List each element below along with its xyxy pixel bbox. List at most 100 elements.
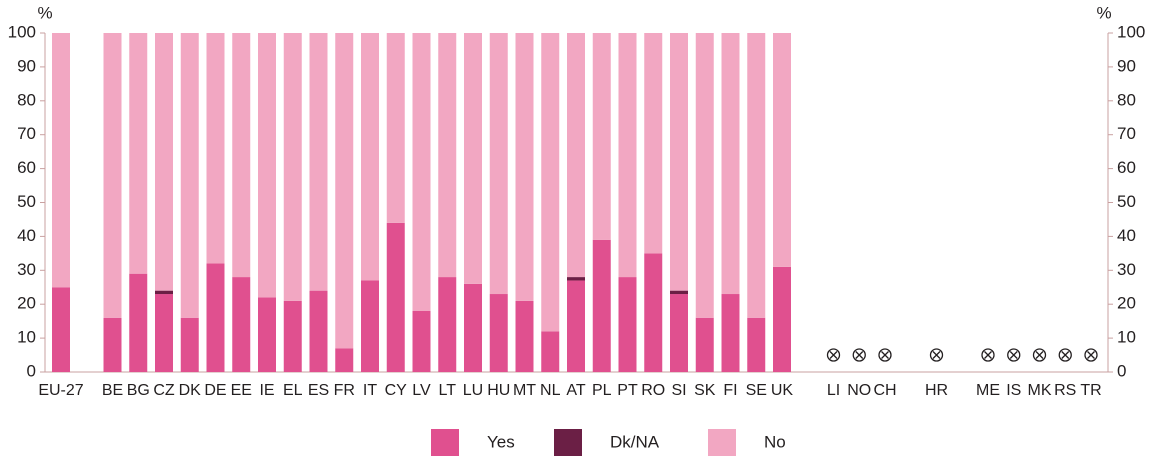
x-tick-label: NO: [847, 382, 871, 399]
bar-segment: [206, 263, 225, 372]
x-tick-label: PT: [617, 382, 638, 399]
bar-segment: [541, 331, 560, 372]
not-available-marker: [929, 348, 944, 362]
bar-segment: [541, 33, 560, 332]
y2-tick-label: 20: [1117, 294, 1136, 313]
bar-segment: [618, 33, 637, 278]
bar-segment: [335, 33, 354, 349]
x-tick-label: MT: [513, 382, 536, 399]
y-unit-right: %: [1096, 3, 1111, 22]
bar-segment: [103, 33, 122, 318]
y2-tick-label: 80: [1117, 90, 1136, 109]
bar-segment: [438, 277, 457, 372]
y-tick-label: 40: [17, 226, 36, 245]
y-tick-label: 60: [17, 158, 36, 177]
x-tick-label: FI: [723, 382, 737, 399]
y2-tick-label: 100: [1117, 22, 1145, 41]
y-tick-label: 100: [8, 22, 36, 41]
bar-segment: [747, 317, 766, 372]
x-tick-label: RS: [1054, 382, 1076, 399]
not-available-marker: [1007, 348, 1021, 362]
bar-segment: [52, 287, 70, 372]
x-tick-label: CY: [385, 382, 408, 399]
y-tick-label: 80: [17, 90, 36, 109]
not-available-marker: [984, 351, 992, 359]
bar-segment: [232, 33, 251, 278]
x-tick-label: UK: [771, 382, 794, 399]
y-tick-label: 20: [17, 294, 36, 313]
y2-tick-label: 60: [1117, 158, 1136, 177]
x-tick-label: MK: [1028, 382, 1052, 399]
bar-segment: [180, 33, 199, 318]
bar-segment: [361, 33, 379, 281]
bar-segment: [721, 33, 740, 295]
x-tick-label: BE: [102, 382, 123, 399]
bar-segment: [567, 277, 585, 281]
bar-segment: [773, 33, 791, 267]
legend-swatch: [431, 429, 459, 456]
bar-segment: [567, 280, 585, 372]
not-available-marker: [932, 351, 941, 359]
not-available-marker: [881, 351, 889, 359]
bar-segment: [747, 33, 766, 318]
y-tick-label: 30: [17, 260, 36, 279]
bar-segment: [386, 222, 405, 372]
x-tick-label: EU-27: [38, 382, 83, 399]
y-tick-label: 70: [17, 124, 36, 143]
x-tick-label: RO: [641, 382, 665, 399]
legend-swatch: [554, 429, 582, 456]
y2-tick-label: 10: [1117, 328, 1136, 347]
x-tick-label: CH: [873, 382, 896, 399]
bar-segment: [386, 33, 405, 223]
bar-segment: [129, 273, 148, 372]
x-tick-label: AT: [566, 382, 585, 399]
not-available-marker: [878, 348, 892, 362]
y2-tick-label: 90: [1117, 56, 1136, 75]
x-tick-label: FR: [334, 382, 355, 399]
bar-segment: [695, 33, 714, 318]
not-available-marker: [1084, 348, 1098, 362]
bar-segment: [567, 33, 585, 278]
bar-segment: [464, 283, 482, 372]
x-tick-label: DK: [179, 382, 202, 399]
bar-segment: [695, 317, 714, 372]
bar-segment: [155, 290, 173, 295]
x-tick-label: CZ: [153, 382, 175, 399]
bar-segment: [412, 33, 431, 311]
legend-label: No: [764, 432, 786, 451]
bar-segment: [309, 33, 328, 291]
not-available-marker: [1032, 348, 1047, 362]
bar-segment: [489, 294, 508, 372]
not-available-marker: [981, 348, 995, 362]
bar-segment: [464, 33, 482, 284]
not-available-marker: [1058, 348, 1072, 362]
x-tick-label: IS: [1006, 382, 1021, 399]
x-tick-label: TR: [1080, 382, 1101, 399]
bar-segment: [155, 294, 173, 372]
bar-segment: [489, 33, 508, 295]
y-tick-label: 90: [17, 56, 36, 75]
x-tick-label: SE: [746, 382, 767, 399]
bar-segment: [644, 33, 663, 254]
bar-segment: [670, 33, 688, 291]
x-tick-label: ES: [308, 382, 329, 399]
bar-segment: [52, 33, 70, 288]
not-available-marker: [829, 351, 838, 359]
y2-tick-label: 70: [1117, 124, 1136, 143]
bar-segment: [258, 33, 276, 298]
x-tick-label: SI: [671, 382, 686, 399]
not-available-marker: [826, 348, 841, 362]
x-tick-label: LT: [439, 382, 457, 399]
bar-segment: [258, 297, 276, 372]
bar-segment: [103, 317, 122, 372]
y2-tick-label: 50: [1117, 192, 1136, 211]
bar-segment: [670, 294, 688, 372]
x-tick-label: IE: [259, 382, 274, 399]
bar-segment: [361, 280, 379, 372]
x-tick-label: ME: [976, 382, 1000, 399]
bar-segment: [515, 300, 534, 372]
bar-segment: [232, 277, 251, 372]
bar-segment: [155, 33, 173, 291]
not-available-marker: [1035, 351, 1044, 359]
